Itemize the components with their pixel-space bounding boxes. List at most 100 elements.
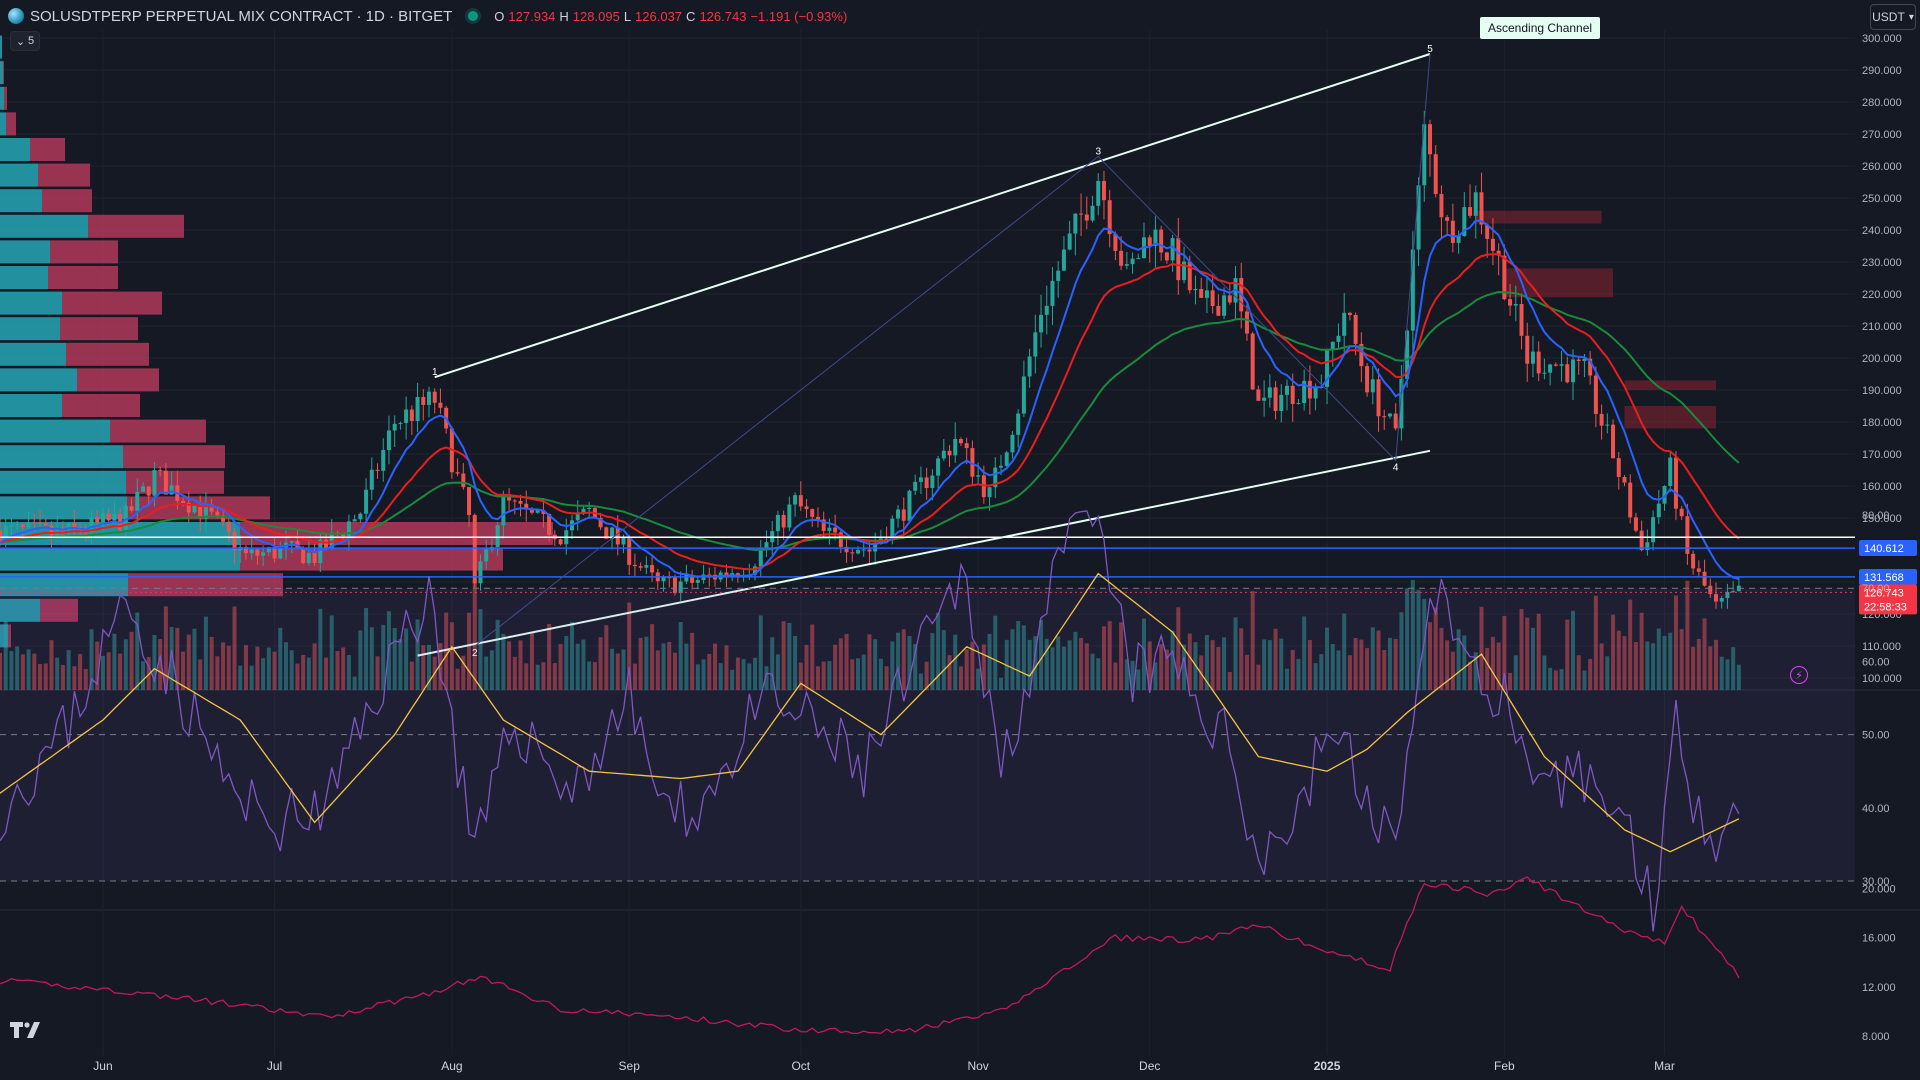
candle-body [1222,295,1227,316]
volume-bar [467,612,472,690]
volume-bar [158,638,163,690]
candle-body [1216,305,1221,316]
volume-bar [753,657,758,690]
candle-body [1393,413,1398,429]
currency-select[interactable]: USDT ▾ [1870,4,1916,30]
volume-bar [1576,655,1581,690]
symbol-title[interactable]: SOLUSDTPERP PERPETUAL MIX CONTRACT · 1D … [30,7,453,25]
volume-bar [1267,640,1272,690]
volume-bar [198,659,203,690]
candle-body [1456,235,1461,243]
candle-body [970,448,975,477]
lightning-alert-icon[interactable]: ⚡ [1790,666,1808,684]
ascending-channel-label[interactable]: Ascending Channel [1480,17,1601,39]
volume-bar [512,656,517,690]
candle-body [1119,250,1124,266]
volume-bar [1296,658,1301,690]
candle-body [261,552,266,556]
candle-body [1313,387,1318,399]
candle-body [226,521,231,532]
candle-body [1267,387,1272,398]
ohlc-low-key: L [623,8,632,24]
volume-bar [1176,607,1181,690]
volume-bar [1433,607,1438,690]
time-axis-tick: Jul [267,1059,282,1073]
candle-body [306,552,311,564]
volume-bar [1588,658,1593,690]
volume-bar [1376,630,1381,690]
candle-body [1542,372,1547,374]
volume-bar [295,663,300,690]
rsi-axis-tick: 70.00 [1862,583,1890,595]
volume-bar [238,665,243,690]
candle-body [1182,261,1187,281]
volume-bar [1605,656,1610,690]
volume-bar [169,626,174,690]
candle-body [1353,314,1358,344]
volume-bar [1244,654,1249,690]
volume-bar [1399,612,1404,690]
volume-bar [1599,643,1604,690]
volume-bar [564,636,569,690]
channel-upper-line[interactable] [434,53,1431,379]
candle-body [644,565,649,568]
candle-body [667,577,672,579]
volume-bar [632,663,637,690]
volume-bar [713,643,717,690]
volume-bar [66,650,71,690]
indicators-collapse-button[interactable]: ⌄ 5 [10,31,40,51]
volume-profile-down-bar [3,61,4,85]
channel-lower-line[interactable] [417,449,1431,657]
candle-body [1056,270,1061,281]
volume-bar [821,661,826,690]
price-mark-label: 126.743 [1864,587,1904,599]
candle-body [524,503,529,510]
ohlc-close-key: C [686,8,696,24]
volume-bar [221,642,226,690]
candle-body [364,489,369,514]
volume-bar [558,643,563,690]
market-status-icon[interactable] [468,11,479,21]
candle-body [1187,261,1192,291]
candle-body [867,549,872,552]
candle-body [1176,238,1181,281]
candle-body [1096,180,1101,206]
symbol-header[interactable]: SOLUSDTPERP PERPETUAL MIX CONTRACT · 1D … [8,5,847,27]
tradingview-logo-icon[interactable] [10,1020,44,1040]
volume-bar [650,624,655,690]
volume-bar [186,634,191,690]
volume-bar [398,639,403,690]
volume-bar [112,633,117,690]
volume-bar [775,654,780,690]
volume-bar [1113,662,1118,690]
volume-profile-down-bar [66,342,149,366]
volume-bar [375,656,380,690]
candle-body [1204,290,1209,298]
time-axis-tick: Sep [619,1059,641,1073]
volume-bar [404,628,409,690]
volume-bar [100,655,105,690]
candle-body [815,516,820,520]
price-axis-tick: 300.000 [1862,33,1902,45]
volume-bar [449,622,454,690]
volume-bar [1016,621,1021,690]
candle-body [1428,124,1432,155]
candle-body [432,391,437,403]
candle-body [215,511,220,516]
rsi-ma-line [0,572,1740,853]
volume-bar [1365,648,1370,690]
volume-bar [301,655,306,690]
volume-bar [364,608,369,690]
volume-bar [123,639,128,690]
candle-body [1628,482,1633,518]
candle-body [833,527,838,533]
volume-bar [272,651,277,690]
candle-body [1101,180,1106,201]
volume-bar [838,638,843,690]
candle-body [1290,385,1295,404]
candle-body [198,505,203,519]
volume-bar [1530,627,1535,690]
volume-bar [0,653,2,690]
volume-profile-up-bar [0,112,6,136]
